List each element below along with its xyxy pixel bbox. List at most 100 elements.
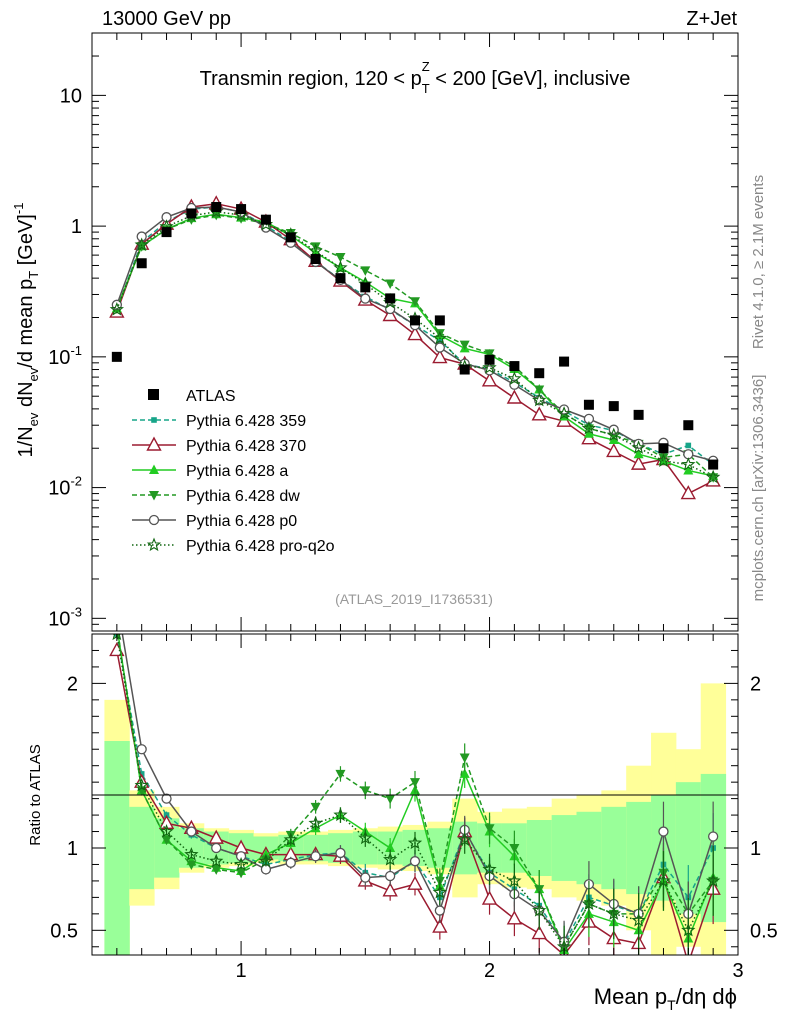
title-part-b: < 200 [GeV], inclusive — [430, 68, 631, 90]
ratio-point-pythia-6-428-p0 — [708, 831, 719, 842]
ratio-point-pythia-6-428-dw — [484, 824, 495, 834]
main-point-pythia-6-428-p0 — [434, 342, 445, 353]
plot-title: Transmin region, 120 < pTZ < 200 [GeV], … — [200, 59, 631, 96]
ratio-point-pythia-6-428-pro-q2o — [159, 824, 174, 838]
main-point-pythia-6-428-pro-q2o — [432, 330, 447, 345]
ratio-point-pythia-6-428-dw — [509, 844, 520, 854]
main-point-pythia-6-428-370 — [606, 442, 622, 458]
atlas-point — [509, 361, 520, 372]
main-point-pythia-6-428-pro-q2o — [308, 243, 323, 258]
atlas-point — [658, 443, 669, 454]
legend-label-pythia-6-428-370: Pythia 6.428 370 — [186, 438, 306, 455]
main-point-pythia-6-428-dw — [459, 340, 470, 351]
ratio-point-pythia-6-428-dw — [310, 802, 321, 813]
ratio-point-pythia-6-428-370 — [432, 918, 448, 933]
y-tick-label-main: 10-1 — [48, 343, 82, 369]
legend-marker-atlas — [148, 389, 159, 400]
band-green-bin — [526, 820, 553, 876]
atlas-data-points — [111, 202, 719, 470]
main-point-pythia-6-428-pro-q2o — [606, 427, 621, 442]
atlas-point — [633, 409, 644, 420]
atlas-point — [385, 293, 396, 304]
ratio-point-pythia-6-428-pro-q2o — [283, 832, 298, 846]
main-ylabel: 1/Nev dNev/d mean pT [GeV]-1 — [11, 203, 41, 458]
main-point-pythia-6-428-pro-q2o — [134, 237, 149, 252]
y-tick-label-ratio: 1 — [67, 838, 78, 860]
ratio-point-pythia-6-428-370 — [382, 882, 398, 897]
main-point-pythia-6-428-a — [633, 448, 644, 459]
ratio-point-pythia-6-428-dw — [410, 778, 420, 788]
main-point-pythia-6-428-370 — [481, 372, 498, 387]
main-point-pythia-6-428-dw — [434, 329, 445, 339]
y-tick-label-main: 10-3 — [48, 604, 82, 630]
ratio-point-pythia-6-428-pro-q2o — [631, 912, 646, 927]
atlas-point — [136, 258, 147, 269]
atlas-point — [583, 399, 594, 410]
ratio-point-pythia-6-428-dw — [534, 885, 545, 895]
ratio-point-pythia-6-428-pro-q2o — [258, 853, 274, 868]
ratio-point-pythia-6-428-p0 — [161, 793, 172, 804]
ratio-point-pythia-6-428-dw — [211, 865, 222, 875]
axes-group: 1 2 3 10-3 10-2 10-1 1 10 0.5 0.5 1 1 2 2 — [48, 32, 778, 982]
header-left: 13000 GeV pp — [102, 8, 231, 30]
ratio-point-pythia-6-428-pro-q2o — [233, 856, 249, 871]
main-point-pythia-6-428-pro-q2o — [556, 406, 572, 420]
band-green-bin — [551, 815, 577, 881]
ratio-point-pythia-6-428-pro-q2o — [507, 873, 522, 888]
ratio-point-pythia-6-428-370 — [407, 875, 423, 890]
main-point-pythia-6-428-370 — [531, 406, 547, 421]
atlas-point — [360, 282, 371, 293]
title-sub: T — [422, 81, 430, 96]
main-point-pythia-6-428-370 — [630, 455, 647, 470]
ratio-point-pythia-6-428-p0 — [434, 905, 445, 916]
main-point-pythia-6-428-370 — [382, 307, 398, 322]
atlas-point — [260, 214, 271, 225]
ratio-point-pythia-6-428-370 — [531, 925, 547, 940]
ratio-point-pythia-6-428-p0 — [385, 870, 396, 882]
legend-marker-pythia-6-428-359 — [151, 417, 157, 423]
main-point-pythia-6-428-370 — [506, 389, 523, 404]
atlas-point — [434, 315, 445, 326]
ratio-point-pythia-6-428-pro-q2o — [383, 852, 398, 866]
atlas-point — [559, 356, 570, 367]
main-point-pythia-6-428-p0 — [136, 231, 147, 242]
ratio-point-pythia-6-428-p0 — [335, 847, 346, 859]
ratio-point-pythia-6-428-p0 — [211, 842, 222, 854]
ratio-point-pythia-6-428-pro-q2o — [209, 853, 224, 868]
legend-label-atlas: ATLAS — [186, 388, 236, 405]
ratio-point-pythia-6-428-p0 — [310, 851, 321, 862]
ratio-point-pythia-6-428-p0 — [409, 856, 421, 867]
ratio-point-pythia-6-428-p0 — [112, 597, 121, 606]
y-tick-label-main: 10 — [60, 85, 82, 107]
ratio-point-pythia-6-428-370 — [481, 890, 498, 905]
atlas-point — [186, 208, 197, 219]
atlas-point — [285, 232, 296, 243]
atlas-point — [111, 351, 122, 362]
legend-label-pythia-6-428-dw: Pythia 6.428 dw — [186, 488, 300, 505]
atlas-point — [484, 354, 495, 365]
legend-marker-pythia-6-428-p0 — [148, 514, 160, 526]
main-point-pythia-6-428-dw — [335, 253, 346, 263]
ratio-point-pythia-6-428-p0 — [136, 744, 147, 755]
atlas-point — [410, 315, 420, 326]
ratio-point-pythia-6-428-a — [459, 768, 470, 778]
ratio-point-pythia-6-428-dw — [161, 835, 172, 846]
mcplots-label: mcplots.cern.ch [arXiv:1306.3436] — [750, 375, 767, 602]
legend-marker-pythia-6-428-pro-q2o — [146, 537, 162, 552]
legend-marker-pythia-6-428-370 — [146, 436, 162, 451]
main-point-pythia-6-428-pro-q2o — [656, 453, 671, 467]
legend-label-pythia-6-428-359: Pythia 6.428 359 — [186, 413, 306, 430]
main-point-pythia-6-428-dw — [360, 266, 371, 276]
legend-label-pythia-6-428-pro-q2o: Pythia 6.428 pro-q2o — [186, 538, 335, 555]
legend-label-pythia-6-428-a: Pythia 6.428 a — [186, 463, 288, 480]
x-tick-label: 1 — [236, 960, 247, 982]
atlas-point — [161, 227, 172, 238]
ratio-point-pythia-6-428-370 — [506, 910, 523, 925]
y-tick-label-ratio-right: 0.5 — [750, 920, 778, 942]
ratio-point-pythia-6-428-dw — [385, 794, 396, 805]
x-tick-label: 2 — [484, 960, 495, 982]
ratio-ylabel: Ratio to ATLAS — [27, 744, 44, 845]
main-point-pythia-6-428-dw — [385, 279, 396, 289]
legend-marker-pythia-6-428-a — [149, 464, 159, 474]
